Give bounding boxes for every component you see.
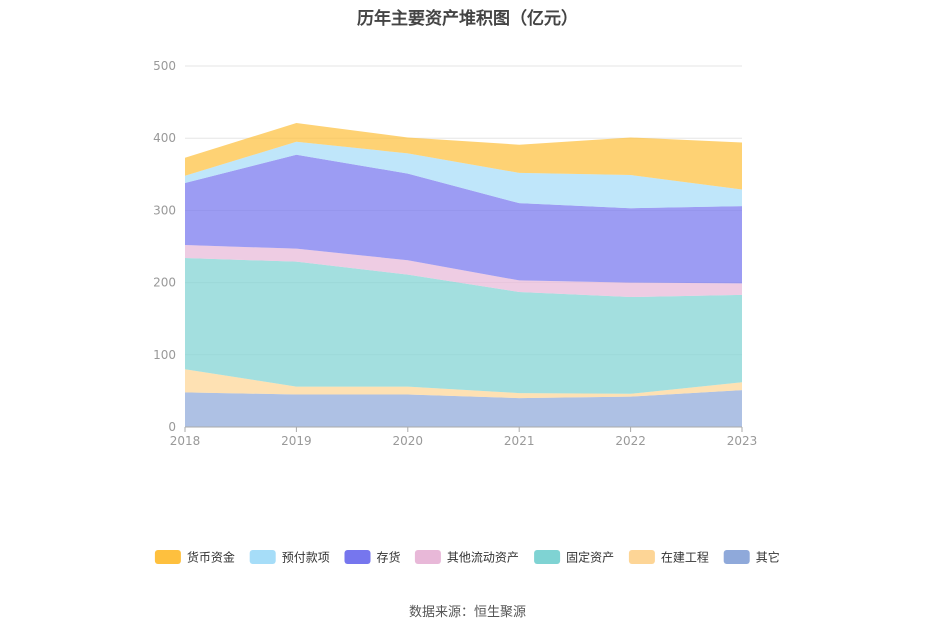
- x-tick-label: 2019: [281, 434, 312, 448]
- legend-swatch: [154, 550, 181, 564]
- legend-item[interactable]: 预付款项: [249, 550, 330, 565]
- legend-label: 货币资金: [187, 550, 235, 565]
- y-tick-label: 300: [153, 203, 176, 217]
- legend-item[interactable]: 货币资金: [154, 550, 235, 565]
- y-tick-label: 200: [153, 276, 176, 290]
- area-series: [185, 123, 742, 427]
- x-axis-ticks: 2018 2019 2020 2021 2022 2023: [170, 434, 758, 448]
- legend-label: 固定资产: [566, 550, 614, 565]
- area-4: [185, 154, 742, 284]
- legend-label: 在建工程: [661, 550, 709, 565]
- y-tick-label: 100: [153, 348, 176, 362]
- chart-title: 历年主要资产堆积图（亿元）: [357, 9, 578, 29]
- y-tick-label: 400: [153, 131, 176, 145]
- area-6: [185, 123, 742, 190]
- area-5: [185, 141, 742, 209]
- x-tick-label: 2023: [727, 434, 758, 448]
- x-tick-label: 2021: [504, 434, 535, 448]
- legend-swatch: [534, 550, 561, 564]
- area-1: [185, 369, 742, 399]
- legend: 货币资金 预付款项 存货 其他流动资产 固定资产 在建工程 其它: [154, 550, 780, 565]
- y-tick-label: 500: [153, 59, 176, 73]
- legend-item[interactable]: 在建工程: [628, 550, 709, 565]
- legend-item[interactable]: 其它: [723, 550, 780, 565]
- legend-label: 预付款项: [282, 551, 330, 565]
- legend-swatch: [249, 550, 276, 564]
- x-tick-label: 2020: [393, 434, 424, 448]
- legend-swatch: [414, 550, 441, 564]
- legend-label: 其它: [756, 550, 780, 565]
- y-tick-label: 0: [168, 420, 176, 434]
- area-3: [185, 245, 742, 298]
- legend-label: 存货: [377, 550, 401, 565]
- legend-swatch: [344, 550, 371, 564]
- legend-item[interactable]: 其他流动资产: [414, 550, 519, 565]
- area-0: [185, 390, 742, 427]
- x-tick-label: 2022: [615, 434, 646, 448]
- legend-label: 其他流动资产: [447, 551, 519, 565]
- x-axis: [184, 426, 743, 432]
- legend-item[interactable]: 固定资产: [534, 550, 614, 565]
- legend-swatch: [628, 550, 655, 564]
- x-tick-label: 2018: [170, 434, 201, 448]
- legend-item[interactable]: 存货: [344, 550, 401, 565]
- legend-swatch: [723, 550, 750, 564]
- area-2: [185, 258, 742, 394]
- source-note: 数据来源：恒生聚源: [408, 605, 526, 620]
- y-axis-ticks: 0 100 200 300 400 500: [153, 59, 176, 434]
